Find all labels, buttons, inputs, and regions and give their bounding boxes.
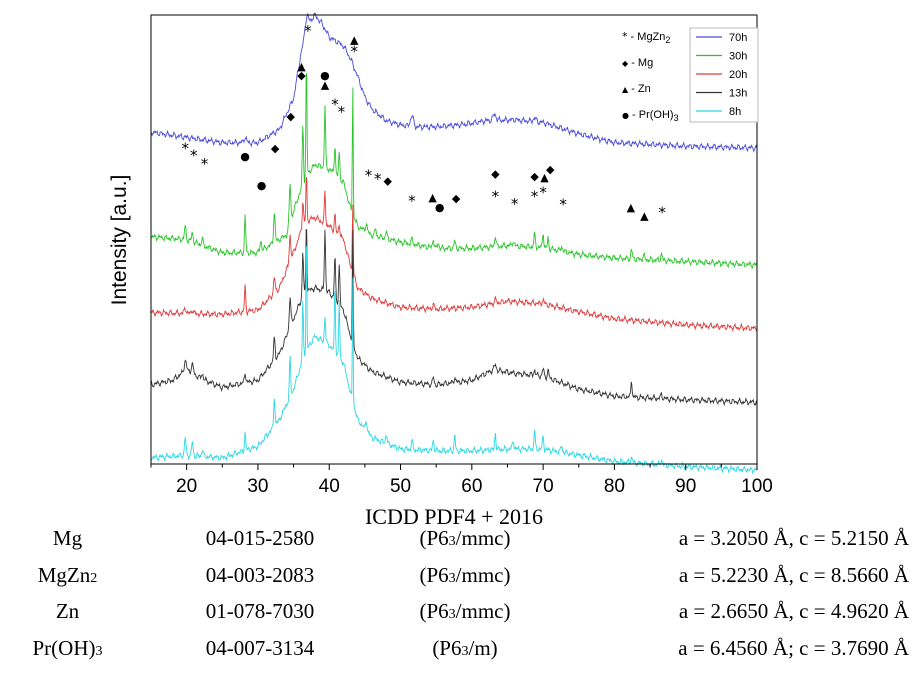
peak-marker: *: [559, 196, 567, 214]
peak-marker: *: [408, 192, 416, 210]
x-axis-label: ICDD PDF4 + 2016: [365, 504, 543, 529]
lattice-parameters: a = 6.4560 Å; c = 3.7690 Å: [678, 635, 909, 660]
xrd-chart: * ▲*▲◆ ●▲**◆* * * ●◆●* * ◆* ▲●◆◆* *◆* *▲◆* ▲▲ * 20 30…: [108, 12, 773, 529]
lattice-parameters: a = 2.6650 Å, c = 4.9620 Å: [678, 599, 909, 623]
peak-marker: *: [539, 183, 547, 201]
x-tick-label: 100: [741, 476, 773, 497]
phase-key-item: * - MgZn2: [622, 30, 670, 45]
phase-name: Mg: [52, 526, 83, 550]
reference-row: Pr(OH)3 04-007-3134 (P63/m) a = 6.4560 Å; c…: [0, 636, 923, 673]
peak-marker: *: [531, 188, 539, 206]
x-tick-label: 20: [176, 476, 197, 497]
peak-marker: *: [338, 103, 346, 121]
reference-row: MgZn2 04-003-2083 (P63/mmc) a = 5.2230 Å, c…: [0, 563, 923, 600]
legend: 70h 30h 20h 13h 8h: [689, 27, 759, 123]
peak-marker: ◆: [491, 167, 500, 180]
peak-marker: ◆: [530, 170, 539, 183]
legend-label-13h: 13h: [729, 88, 747, 100]
space-group: (P63/mmc): [419, 562, 511, 587]
peak-marker: ▲: [297, 60, 306, 73]
legend-label-20h: 20h: [729, 69, 747, 81]
peak-marker: *: [492, 188, 500, 206]
series-line-20h: [150, 177, 758, 333]
phase-key-item: ▲ - Zn: [622, 83, 651, 95]
x-tick-label: 30: [247, 476, 268, 497]
series-line-70h: [150, 12, 758, 153]
peak-marker: *: [201, 155, 209, 173]
series-line-13h: [150, 229, 758, 406]
reference-table: Mg 04-015-2580 (P63/mmc) a = 3.2050 Å, c = …: [0, 526, 923, 672]
phase-name: Pr(OH)3: [32, 635, 103, 660]
x-tick-label: 70: [533, 476, 554, 497]
peak-marker: *: [365, 167, 373, 185]
space-group: (P63/mmc): [419, 599, 511, 623]
peak-marker: *: [331, 95, 339, 113]
peak-marker: ◆: [271, 142, 280, 155]
peak-marker: ▲: [640, 210, 649, 223]
plot-frame: [150, 14, 758, 465]
pdf-card-number: 01-078-7030: [205, 599, 315, 623]
peak-marker: ●: [257, 179, 267, 192]
pdf-card-number: 04-015-2580: [205, 526, 315, 550]
phase-key-item: ● - Pr(OH)3: [622, 109, 679, 123]
reference-row: Mg 04-015-2580 (P63/mmc) a = 3.2050 Å, c = …: [0, 526, 923, 563]
legend-label-70h: 70h: [729, 32, 747, 44]
phase-key-item: ◆ - Mg: [622, 57, 653, 69]
pdf-card-number: 04-003-2083: [205, 562, 315, 587]
reference-row: Zn 01-078-7030 (P63/mmc) a = 2.6650 Å, c = …: [0, 599, 923, 636]
phase-key: * - MgZn2 ◆ - Mg ▲ - Zn ● - Pr(OH)3: [622, 30, 679, 123]
peak-marker: ▲: [321, 79, 330, 92]
y-axis-label: Intensity [a.u.]: [108, 175, 131, 306]
peak-marker: ◆: [452, 192, 461, 205]
legend-label-8h: 8h: [729, 106, 741, 118]
peak-marker: ▲: [350, 34, 359, 47]
peak-marker: *: [181, 139, 189, 157]
legend-box: [689, 27, 759, 123]
peak-marker: *: [511, 195, 519, 213]
phase-name: MgZn2: [37, 562, 98, 587]
peak-marker: ▲: [428, 191, 437, 204]
series-line-8h: [150, 246, 758, 475]
peak-marker: ◆: [297, 69, 306, 82]
space-group: (P63/m): [432, 635, 498, 660]
lattice-parameters: a = 3.2050 Å, c = 5.2150 Å: [678, 526, 909, 550]
x-tick-label: 40: [319, 476, 340, 497]
peak-marker: *: [658, 204, 666, 222]
series-line-30h: [150, 73, 758, 270]
lattice-parameters: a = 5.2230 Å, c = 8.5660 Å: [678, 562, 909, 587]
pdf-card-number: 04-007-3134: [205, 635, 315, 660]
x-axis-ticks: 20 30 40 50 60 70 80 90 100: [150, 464, 773, 497]
x-tick-label: 80: [604, 476, 625, 497]
x-tick-label: 90: [675, 476, 696, 497]
peak-marker: ●: [240, 150, 250, 163]
peak-marker: ▲: [627, 201, 636, 214]
series-layer: [150, 12, 758, 475]
space-group: (P63/mmc): [419, 526, 511, 550]
legend-label-30h: 30h: [729, 51, 747, 63]
peak-marker: *: [350, 42, 358, 60]
peak-marker: ●: [435, 201, 445, 214]
peak-marker: *: [190, 146, 198, 164]
peak-marker: ◆: [383, 175, 392, 188]
phase-name: Zn: [55, 599, 80, 623]
x-tick-label: 50: [390, 476, 411, 497]
peak-marker: ◆: [546, 163, 555, 176]
peak-marker: ◆: [287, 110, 296, 123]
x-tick-label: 60: [461, 476, 482, 497]
peak-marker: *: [304, 22, 312, 40]
peak-annotations: * ▲*▲◆ ●▲**◆* * * ●◆●* * ◆* ▲●◆◆* *◆* *▲◆* ▲▲ *: [181, 22, 666, 223]
peak-marker: *: [374, 170, 382, 188]
peak-marker: ●: [320, 69, 330, 82]
peak-marker: ▲: [540, 171, 549, 184]
